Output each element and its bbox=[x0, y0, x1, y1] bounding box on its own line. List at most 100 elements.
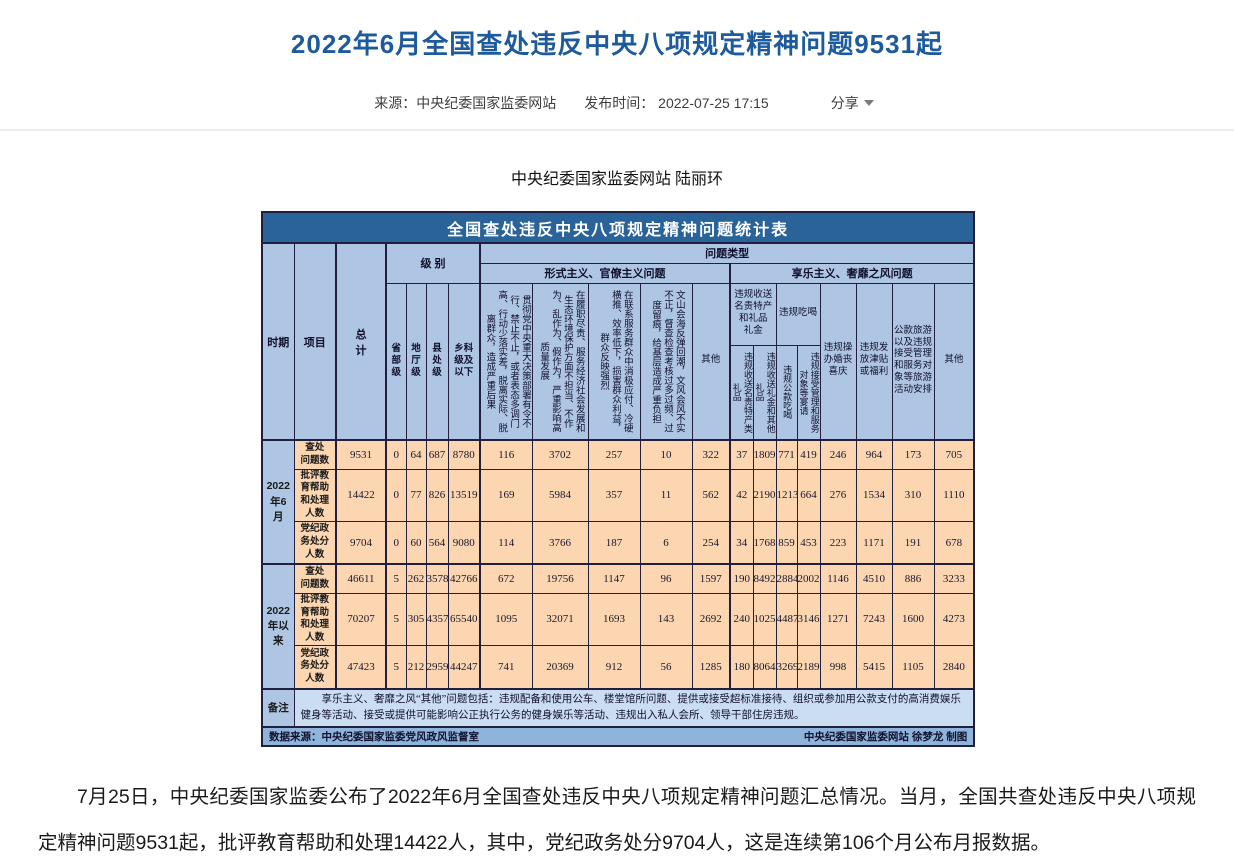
value-cell: 771 bbox=[775, 439, 798, 470]
table-title: 全国查处违反中央八项规定精神问题统计表 bbox=[260, 211, 976, 244]
value-cell: 2190 bbox=[752, 468, 777, 522]
col-header-level-province: 省 部 级 bbox=[385, 282, 407, 441]
share-label: 分享 bbox=[830, 95, 859, 111]
value-cell: 8780 bbox=[447, 439, 481, 470]
value-cell: 419 bbox=[796, 439, 821, 470]
value-cell: 143 bbox=[639, 592, 693, 647]
value-cell: 1213 bbox=[775, 468, 798, 522]
row-label: 党纪政 务处分 人数 bbox=[293, 645, 337, 689]
value-cell: 9704 bbox=[335, 520, 387, 565]
value-cell: 8492 bbox=[752, 563, 777, 594]
value-cell: 1597 bbox=[691, 563, 731, 594]
value-cell: 0 bbox=[385, 439, 407, 470]
col-header-level-township: 乡科 级及 以下 bbox=[447, 282, 481, 441]
value-cell: 1809 bbox=[752, 439, 777, 470]
divider bbox=[0, 129, 1234, 131]
value-cell: 10 bbox=[639, 439, 693, 470]
col-group-level: 级 别 bbox=[385, 242, 481, 284]
value-cell: 3766 bbox=[531, 520, 589, 565]
value-cell: 3702 bbox=[531, 439, 589, 470]
row-label: 查处 问题数 bbox=[293, 439, 337, 470]
value-cell: 562 bbox=[691, 468, 731, 522]
row-label: 党纪政 务处分 人数 bbox=[293, 520, 337, 565]
remark-label: 备注 bbox=[261, 687, 295, 728]
value-cell: 0 bbox=[385, 468, 407, 522]
value-cell: 60 bbox=[405, 520, 427, 565]
row-label: 批评教 育帮助 和处理 人数 bbox=[293, 592, 337, 647]
value-cell: 453 bbox=[796, 520, 821, 565]
value-cell: 2840 bbox=[933, 645, 975, 689]
value-cell: 664 bbox=[796, 468, 821, 522]
row-label: 查处 问题数 bbox=[293, 563, 337, 594]
value-cell: 6 bbox=[639, 520, 693, 565]
data-source: 数据来源：中央纪委国家监委党风政风监督室 bbox=[269, 731, 479, 744]
col-header-accept-banquets: 违规接受管理和服务对象等宴请 bbox=[796, 344, 821, 441]
credit: 中央纪委国家监委网站 徐梦龙 制图 bbox=[803, 731, 968, 744]
value-cell: 42766 bbox=[447, 563, 481, 594]
value-cell: 310 bbox=[891, 468, 935, 522]
value-cell: 859 bbox=[775, 520, 798, 565]
value-cell: 564 bbox=[425, 520, 449, 565]
value-cell: 0 bbox=[385, 520, 407, 565]
col-header-formalism-2: 在履职尽责、服务经济社会发展和生态环境保护方面不担当、不作为、乱作为、假作为，严… bbox=[531, 282, 589, 441]
col-group-hedonism: 享乐主义、奢靡之风问题 bbox=[728, 262, 975, 284]
value-cell: 2002 bbox=[796, 563, 821, 594]
col-header-formalism-1: 贯彻党中央重大决策部署有令不行、禁止不止，或者表态多调门高、行动少落实差，脱离实… bbox=[479, 282, 533, 441]
value-cell: 4273 bbox=[933, 592, 975, 647]
share-button[interactable]: 分享 bbox=[831, 93, 874, 113]
value-cell: 32071 bbox=[531, 592, 589, 647]
value-cell: 254 bbox=[691, 520, 731, 565]
value-cell: 77 bbox=[405, 468, 427, 522]
value-cell: 687 bbox=[425, 439, 449, 470]
value-cell: 2884 bbox=[775, 563, 798, 594]
value-cell: 1147 bbox=[587, 563, 641, 594]
value-cell: 1768 bbox=[752, 520, 777, 565]
value-cell: 5 bbox=[385, 592, 407, 647]
value-cell: 1534 bbox=[855, 468, 893, 522]
value-cell: 3233 bbox=[933, 563, 975, 594]
value-cell: 998 bbox=[819, 645, 857, 689]
value-cell: 7243 bbox=[855, 592, 893, 647]
value-cell: 9080 bbox=[447, 520, 481, 565]
value-cell: 672 bbox=[479, 563, 533, 594]
value-cell: 42 bbox=[729, 468, 754, 522]
period-cell: 2022 年6 月 bbox=[261, 438, 295, 565]
byline: 中央纪委国家监委网站 陆丽环 bbox=[510, 171, 723, 188]
value-cell: 34 bbox=[729, 520, 754, 565]
value-cell: 223 bbox=[819, 520, 857, 565]
value-cell: 262 bbox=[405, 563, 427, 594]
col-group-formalism: 形式主义、官僚主义问题 bbox=[479, 262, 731, 284]
value-cell: 5 bbox=[385, 563, 407, 594]
value-cell: 1285 bbox=[691, 645, 731, 689]
value-cell: 276 bbox=[819, 468, 857, 522]
source-label: 来源：中央纪委国家监委网站 bbox=[374, 95, 557, 111]
data-row: 批评教 育帮助 和处理 人数 70207 5 305 4357 65540 1095 3207… bbox=[262, 592, 975, 647]
stats-table: 全国查处违反中央八项规定精神问题统计表 时期 项目 总 计 级 别 问题类型 形… bbox=[260, 211, 976, 748]
value-cell: 114 bbox=[479, 520, 533, 565]
data-row: 2022 年6 月查处 问题数 9531 0 64 687 8780 116 3702 257 1… bbox=[261, 438, 975, 565]
value-cell: 4510 bbox=[855, 563, 893, 594]
data-row: 批评教 育帮助 和处理 人数 14422 0 77 826 13519 169 5984 357… bbox=[262, 468, 975, 522]
value-cell: 240 bbox=[729, 592, 754, 647]
col-header-gift-money: 违规收送礼金和其他礼品 bbox=[752, 344, 777, 441]
article-paragraph: 7月25日，中央纪委国家监委公布了2022年6月全国查处违反中央八项规定精神问题… bbox=[38, 786, 1196, 854]
page-title: 2022年6月全国查处违反中央八项规定精神问题9531起 bbox=[290, 29, 944, 59]
col-header-formalism-4: 文山会海反弹回潮，文风会风不实不正，督查检查考核过多过频、过度留痕，给基层造成严… bbox=[639, 282, 693, 441]
value-cell: 14422 bbox=[335, 468, 387, 522]
value-cell: 19756 bbox=[531, 563, 589, 594]
publish-time: 发布时间： 2022-07-25 17:15 bbox=[584, 95, 769, 111]
col-group-banquets: 违规吃喝 bbox=[775, 282, 821, 346]
value-cell: 187 bbox=[587, 520, 641, 565]
value-cell: 1105 bbox=[891, 645, 935, 689]
value-cell: 3269 bbox=[775, 645, 798, 689]
value-cell: 305 bbox=[405, 592, 427, 647]
col-header-time: 时期 bbox=[261, 242, 295, 441]
value-cell: 37 bbox=[729, 439, 754, 470]
table-body: 2022 年6 月查处 问题数 9531 0 64 687 8780 116 3702 257 1… bbox=[261, 438, 975, 690]
value-cell: 886 bbox=[891, 563, 935, 594]
col-header-item: 项目 bbox=[293, 242, 337, 441]
col-group-problem-type: 问题类型 bbox=[478, 242, 975, 264]
col-header-allowances: 违规发 放津贴 或福利 bbox=[855, 282, 893, 441]
value-cell: 705 bbox=[933, 439, 975, 470]
value-cell: 2959 bbox=[425, 645, 449, 689]
